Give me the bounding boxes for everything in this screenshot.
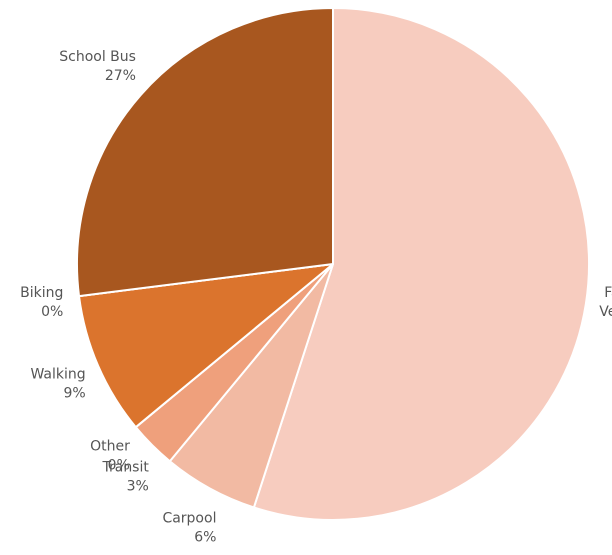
- label-school-bus: School Bus 27%: [59, 49, 136, 84]
- label-walking-value: 9%: [63, 386, 85, 402]
- pie-slices: [76, 7, 590, 521]
- label-walking-name: Walking: [30, 367, 85, 383]
- pie-labels: FamilyVehicle55%Carpool6%Transit3%Other0…: [20, 49, 612, 545]
- label-biking: Biking 0%: [20, 285, 63, 320]
- label-carpool-name: Carpool: [162, 510, 216, 526]
- label-walking: Walking 9%: [30, 367, 85, 402]
- label-school-bus-name: School Bus: [59, 49, 136, 65]
- slice-walking: [78, 263, 334, 429]
- slice-family-vehicle: [252, 7, 590, 521]
- label-other-name: Other: [90, 439, 130, 455]
- label-family-vehicle-name: Vehicle: [599, 304, 612, 320]
- label-transit-name: Transit: [101, 460, 149, 476]
- label-transit-value: 3%: [127, 479, 149, 495]
- label-biking-value: 0%: [41, 304, 63, 320]
- slice-school-bus: [76, 7, 334, 298]
- label-biking-name: Biking: [20, 285, 63, 301]
- label-family-vehicle-name: Family: [604, 285, 612, 301]
- label-carpool-value: 6%: [194, 529, 216, 545]
- label-family-vehicle: FamilyVehicle55%: [599, 285, 612, 320]
- label-other-value: 0%: [108, 458, 130, 474]
- label-carpool: Carpool 6%: [162, 510, 216, 545]
- label-other: Other 0%: [90, 439, 130, 474]
- label-transit: Transit 3%: [101, 460, 149, 495]
- label-school-bus-value: 27%: [105, 68, 136, 84]
